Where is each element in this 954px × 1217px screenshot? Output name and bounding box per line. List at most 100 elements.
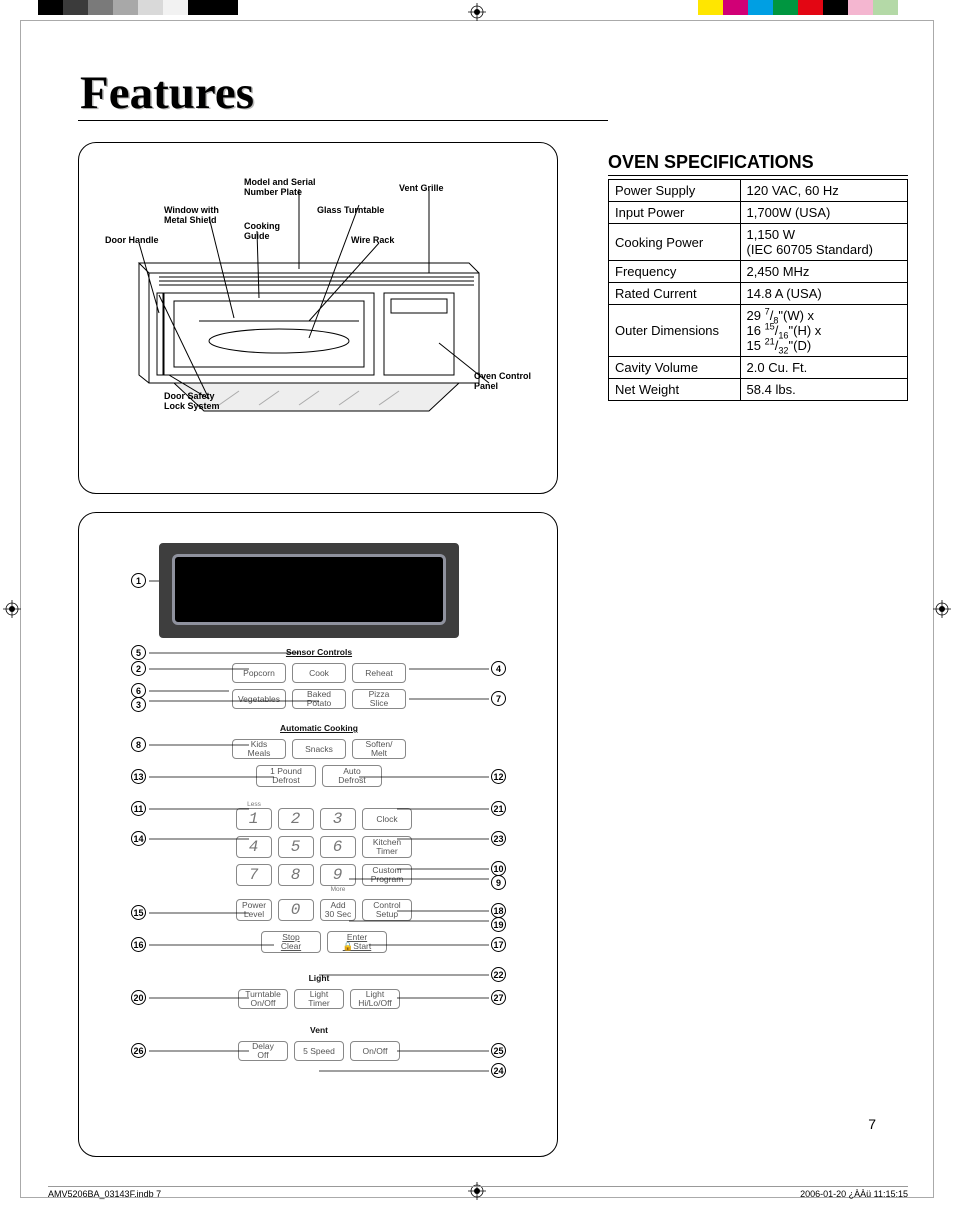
spec-table: Power Supply120 VAC, 60 Hz Input Power1,…: [608, 179, 908, 401]
auto-title: Automatic Cooking: [280, 723, 358, 733]
page-body: Features Features: [48, 60, 906, 1160]
btn-stop-clear[interactable]: StopClear: [261, 931, 321, 953]
table-row: Input Power1,700W (USA): [609, 202, 908, 224]
callout-18: 18: [491, 903, 506, 918]
sensor-title: Sensor Controls: [286, 647, 352, 657]
btn-power-level[interactable]: PowerLevel: [236, 899, 272, 921]
callout-3: 3: [131, 697, 146, 712]
callout-6: 6: [131, 683, 146, 698]
registration-mark-left: [3, 600, 21, 618]
callout-17: 17: [491, 937, 506, 952]
oven-line-art: [79, 143, 559, 495]
callout-22: 22: [491, 967, 506, 982]
btn-turntable-onoff[interactable]: TurntableOn/Off: [238, 989, 288, 1009]
btn-kitchen-timer[interactable]: KitchenTimer: [362, 836, 412, 858]
callout-9: 9: [491, 875, 506, 890]
callout-13: 13: [131, 769, 146, 784]
callout-20: 20: [131, 990, 146, 1005]
label-vent-grille: Vent Grille: [399, 183, 444, 193]
key-2[interactable]: 2: [278, 808, 314, 830]
callout-12: 12: [491, 769, 506, 784]
btn-kids-meals[interactable]: KidsMeals: [232, 739, 286, 759]
keypad: Less1 2 3 Clock 4 5 6 KitchenTimer 7 8 9…: [239, 801, 409, 953]
btn-pizza-slice[interactable]: PizzaSlice: [352, 689, 406, 709]
registration-mark-top: [468, 3, 486, 21]
label-wire-rack: Wire Rack: [351, 235, 394, 245]
colorbar-right: [698, 0, 898, 15]
btn-baked-potato[interactable]: BakedPotato: [292, 689, 346, 709]
callout-2: 2: [131, 661, 146, 676]
callout-15: 15: [131, 905, 146, 920]
callout-23: 23: [491, 831, 506, 846]
label-glass-turntable: Glass Turntable: [317, 205, 384, 215]
btn-1lb-defrost[interactable]: 1 PoundDefrost: [256, 765, 316, 787]
page-title: Features Features: [80, 66, 906, 120]
footer-left: AMV5206BA_03143F.indb 7: [48, 1189, 161, 1199]
page-title-text: Features: [80, 66, 254, 120]
key-9[interactable]: 9: [320, 864, 356, 886]
callout-5: 5: [131, 645, 146, 660]
btn-5-speed[interactable]: 5 Speed: [294, 1041, 344, 1061]
btn-control-setup[interactable]: ControlSetup: [362, 899, 412, 921]
label-more: More: [331, 886, 346, 893]
btn-snacks[interactable]: Snacks: [292, 739, 346, 759]
callout-21: 21: [491, 801, 506, 816]
btn-light-hilo[interactable]: LightHi/Lo/Off: [350, 989, 400, 1009]
callout-14: 14: [131, 831, 146, 846]
key-1[interactable]: 1: [236, 808, 272, 830]
table-row: Net Weight58.4 lbs.: [609, 379, 908, 401]
btn-cook[interactable]: Cook: [292, 663, 346, 683]
key-5[interactable]: 5: [278, 836, 314, 858]
table-row: Rated Current14.8 A (USA): [609, 283, 908, 305]
btn-delay-off[interactable]: DelayOff: [238, 1041, 288, 1061]
callout-19: 19: [491, 917, 506, 932]
light-title: Light: [309, 973, 330, 983]
btn-light-timer[interactable]: LightTimer: [294, 989, 344, 1009]
control-panel-diagram: Sensor Controls Popcorn Cook Reheat Vege…: [78, 512, 558, 1157]
key-8[interactable]: 8: [278, 864, 314, 886]
vent-section: Vent DelayOff 5 Speed On/Off: [229, 1025, 409, 1061]
callout-8: 8: [131, 737, 146, 752]
callout-26: 26: [131, 1043, 146, 1058]
btn-reheat[interactable]: Reheat: [352, 663, 406, 683]
btn-vegetables[interactable]: Vegetables: [232, 689, 286, 709]
btn-custom-program[interactable]: CustomProgram: [362, 864, 412, 886]
oven-diagram-panel: Model and SerialNumber Plate Vent Grille…: [78, 142, 558, 494]
light-section: Light TurntableOn/Off LightTimer LightHi…: [229, 973, 409, 1009]
btn-add-30[interactable]: Add30 Sec: [320, 899, 356, 921]
btn-popcorn[interactable]: Popcorn: [232, 663, 286, 683]
sensor-section: Sensor Controls Popcorn Cook Reheat Vege…: [229, 647, 409, 709]
footer: AMV5206BA_03143F.indb 7 2006-01-20 ¿ÀÀü …: [48, 1186, 908, 1199]
spec-title: OVEN SPECIFICATIONS: [608, 152, 908, 173]
callout-4: 4: [491, 661, 506, 676]
btn-soften-melt[interactable]: Soften/Melt: [352, 739, 406, 759]
table-row: Cooking Power1,150 W(IEC 60705 Standard): [609, 224, 908, 261]
colorbar-left: [38, 0, 238, 15]
key-0[interactable]: 0: [278, 899, 314, 921]
registration-mark-right: [933, 600, 951, 618]
btn-auto-defrost[interactable]: AutoDefrost: [322, 765, 382, 787]
callout-27: 27: [491, 990, 506, 1005]
callout-10: 10: [491, 861, 506, 876]
key-4[interactable]: 4: [236, 836, 272, 858]
label-door-safety: Door SafetyLock System: [164, 391, 220, 412]
label-model-plate: Model and SerialNumber Plate: [244, 177, 316, 198]
spec-rule: [608, 175, 908, 176]
label-door-handle: Door Handle: [105, 235, 159, 245]
btn-enter-start[interactable]: Enter🔒Start: [327, 931, 387, 953]
btn-vent-onoff[interactable]: On/Off: [350, 1041, 400, 1061]
key-6[interactable]: 6: [320, 836, 356, 858]
label-cooking-guide: CookingGuide: [244, 221, 280, 242]
table-row: Power Supply120 VAC, 60 Hz: [609, 180, 908, 202]
label-less: Less: [247, 801, 261, 808]
label-window: Window withMetal Shield: [164, 205, 219, 226]
table-row: Outer Dimensions29 7/8"(W) x16 15/16"(H)…: [609, 305, 908, 357]
callout-1: 1: [131, 573, 146, 588]
right-column: OVEN SPECIFICATIONS Power Supply120 VAC,…: [608, 152, 908, 401]
btn-clock[interactable]: Clock: [362, 808, 412, 830]
page-number: 7: [868, 1116, 876, 1132]
callout-25: 25: [491, 1043, 506, 1058]
key-3[interactable]: 3: [320, 808, 356, 830]
display-window: [159, 543, 459, 638]
key-7[interactable]: 7: [236, 864, 272, 886]
